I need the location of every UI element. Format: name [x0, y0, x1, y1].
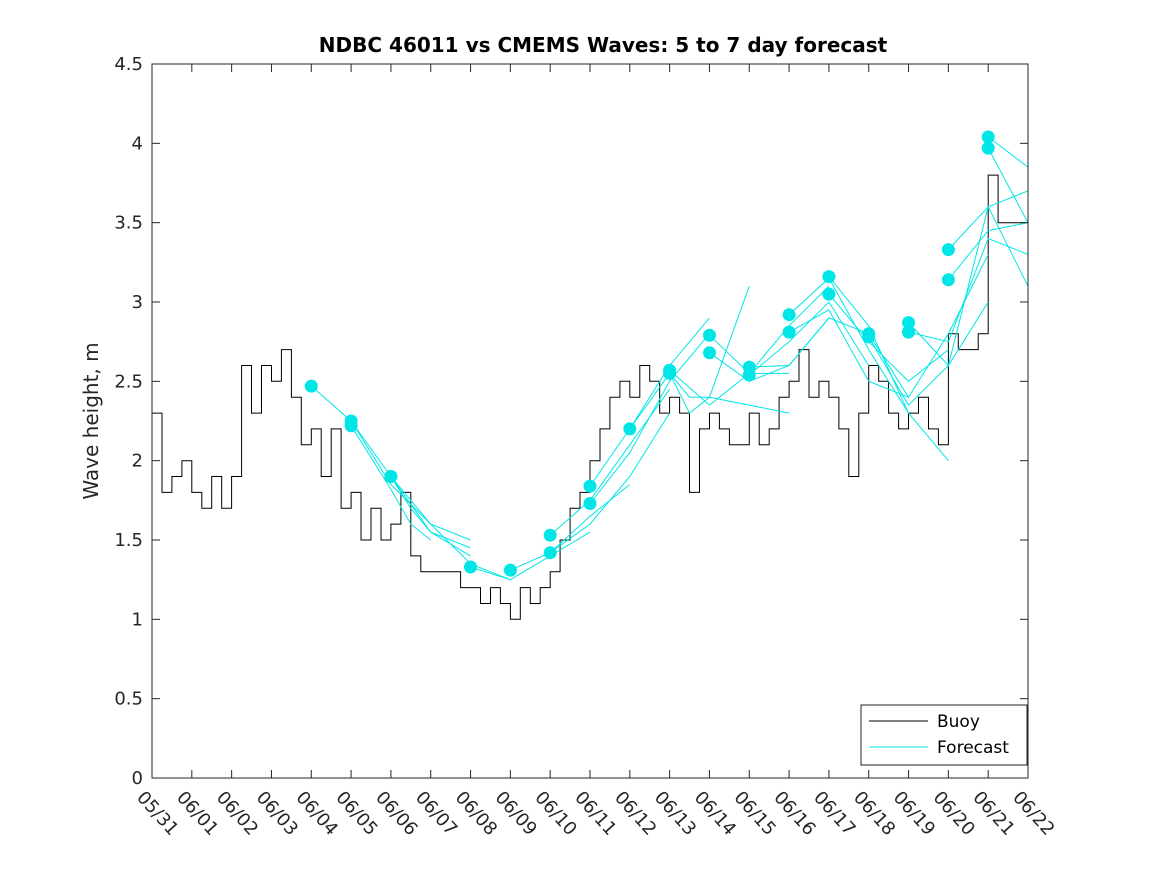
- legend-box: [860, 704, 1028, 766]
- x-tick-label-0: 05/31: [132, 787, 182, 840]
- x-tick-label-4: 06/04: [292, 787, 342, 840]
- forecast-run-line-1: [350, 420, 471, 549]
- forecast-marker-4: [384, 470, 398, 483]
- forecast-marker-26: [941, 243, 955, 257]
- y-axis-label: Wave height, m: [79, 342, 103, 499]
- x-tick-label-13: 06/13: [650, 787, 700, 840]
- forecast-marker-0: [304, 379, 318, 393]
- legend: Buoy Forecast: [860, 704, 1028, 766]
- forecast-run-line-17: [748, 301, 870, 376]
- forecast-run-line-5: [470, 531, 591, 581]
- forecast-run-line-2: [350, 425, 432, 541]
- x-tick-label-7: 06/07: [411, 787, 461, 840]
- forecast-marker-15: [703, 346, 716, 360]
- forecast-marker-20: [822, 270, 836, 284]
- y-tick-label-3: 1.5: [114, 530, 143, 551]
- forecast-marker-6: [503, 563, 517, 577]
- forecast-run-line-19: [788, 309, 909, 398]
- x-tick-label-19: 06/19: [889, 787, 939, 840]
- forecast-marker-8: [543, 528, 557, 542]
- forecast-run-line-18: [788, 277, 909, 414]
- x-tick-label-14: 06/14: [690, 787, 740, 840]
- x-tick-label-12: 06/12: [610, 787, 660, 840]
- x-tick-label-10: 06/10: [530, 787, 580, 840]
- y-tick-label-5: 2.5: [114, 371, 143, 392]
- forecast-run-line-4: [390, 476, 471, 557]
- x-tick-label-1: 06/01: [172, 787, 222, 840]
- y-tick-label-1: 0.5: [114, 689, 143, 710]
- x-tick-label-2: 06/02: [212, 787, 262, 840]
- x-tick-label-9: 06/09: [491, 787, 541, 840]
- series-layer: [152, 130, 1029, 620]
- forecast-marker-19: [782, 325, 796, 339]
- forecast-run-line-14: [709, 285, 830, 375]
- y-tick-label-4: 2: [132, 451, 143, 472]
- forecast-run-line-10: [589, 317, 710, 487]
- x-tick-label-5: 06/05: [331, 787, 381, 840]
- forecast-run-line-0: [310, 385, 471, 541]
- x-tick-label-21: 06/21: [968, 787, 1018, 840]
- forecast-marker-9: [583, 497, 597, 510]
- forecast-marker-24: [902, 316, 915, 330]
- y-tick-label-0: 0: [132, 768, 143, 789]
- forecast-marker-29: [981, 141, 995, 155]
- chart-title: NDBC 46011 vs CMEMS Waves: 5 to 7 day fo…: [319, 33, 888, 57]
- forecast-marker-18: [782, 308, 796, 322]
- x-tick-label-16: 06/16: [769, 787, 819, 840]
- forecast-run-line-23: [868, 301, 989, 406]
- forecast-marker-11: [623, 422, 637, 436]
- x-tick-label-17: 06/17: [809, 787, 859, 840]
- forecast-marker-10: [583, 479, 597, 493]
- x-tick-label-3: 06/03: [252, 787, 302, 840]
- forecast-run-line-16: [749, 317, 869, 368]
- legend-buoy-label: Buoy: [937, 712, 980, 732]
- forecast-run-line-26: [948, 190, 1029, 250]
- forecast-run-line-11: [629, 285, 750, 430]
- x-tick-label-22: 06/22: [1008, 787, 1058, 840]
- forecast-marker-23: [862, 330, 876, 344]
- forecast-run-line-27: [948, 222, 1029, 281]
- x-tick-label-11: 06/11: [570, 787, 620, 840]
- forecast-marker-28: [981, 130, 995, 144]
- x-tick-label-20: 06/20: [929, 787, 979, 840]
- forecast-run-line-20: [828, 276, 949, 462]
- x-tick-label-8: 06/08: [451, 787, 501, 840]
- forecast-marker-7: [543, 546, 557, 560]
- x-tick-label-15: 06/15: [730, 787, 780, 840]
- forecast-marker-13: [663, 366, 677, 380]
- y-tick-label-7: 3.5: [114, 213, 143, 234]
- forecast-run-line-29: [987, 147, 1029, 223]
- y-tick-label-8: 4: [132, 133, 143, 154]
- forecast-marker-17: [742, 368, 756, 382]
- forecast-run-line-7: [549, 412, 671, 554]
- forecast-marker-21: [822, 287, 836, 301]
- plot-area: [152, 64, 1028, 778]
- forecast-run-line-22: [868, 254, 989, 399]
- legend-forecast-label: Forecast: [937, 738, 1009, 758]
- x-tick-label-6: 06/06: [371, 787, 421, 840]
- x-tick-label-18: 06/18: [849, 787, 899, 840]
- forecast-run-line-13: [669, 373, 790, 414]
- forecast-marker-27: [941, 273, 955, 287]
- forecast-run-line-28: [987, 136, 1029, 168]
- forecast-marker-2: [344, 419, 358, 433]
- forecast-run-line-25: [908, 237, 1029, 343]
- y-tick-label-9: 4.5: [114, 54, 143, 75]
- forecast-marker-25: [902, 325, 915, 339]
- forecast-marker-5: [464, 560, 477, 574]
- forecast-marker-14: [703, 328, 716, 342]
- y-tick-label-2: 1: [132, 609, 143, 630]
- forecast-run-line-9: [589, 333, 710, 504]
- y-tick-label-6: 3: [132, 292, 143, 313]
